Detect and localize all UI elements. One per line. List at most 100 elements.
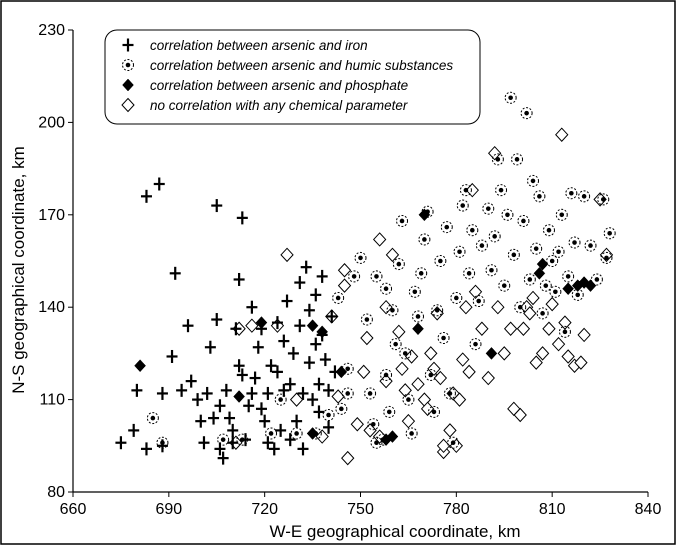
no-correlation-point bbox=[459, 299, 473, 315]
humic-correlation-point bbox=[600, 251, 613, 264]
x-axis-label: W-E geographical coordinate, km bbox=[269, 522, 520, 541]
iron-correlation-point bbox=[224, 411, 236, 425]
humic-correlation-point bbox=[549, 285, 562, 298]
iron-correlation-point bbox=[268, 442, 280, 456]
humic-correlation-point bbox=[380, 282, 393, 295]
humic-correlation-point bbox=[558, 325, 571, 338]
iron-correlation-point bbox=[291, 414, 303, 428]
humic-correlation-point bbox=[392, 258, 405, 271]
iron-correlation-point bbox=[303, 356, 315, 370]
humic-correlation-point bbox=[475, 239, 488, 252]
humic-correlation-point bbox=[507, 248, 520, 261]
humic-correlation-point bbox=[265, 427, 278, 440]
iron-correlation-point bbox=[201, 386, 213, 400]
iron-correlation-point bbox=[249, 371, 261, 385]
iron-correlation-point bbox=[128, 423, 140, 437]
iron-correlation-point bbox=[214, 442, 226, 456]
humic-correlation-point bbox=[364, 387, 377, 400]
no-correlation-point bbox=[372, 232, 387, 247]
phosphate-correlation-point bbox=[412, 322, 424, 336]
humic-correlation-point bbox=[383, 405, 396, 418]
phosphate-correlation-point bbox=[485, 347, 498, 360]
humic-correlation-point bbox=[603, 227, 616, 240]
humic-correlation-point bbox=[370, 436, 383, 449]
humic-correlation-point bbox=[498, 279, 511, 292]
humic-correlation-point bbox=[466, 224, 479, 237]
humic-correlation-point bbox=[463, 267, 476, 280]
humic-correlation-point bbox=[514, 301, 527, 314]
humic-correlation-point bbox=[217, 433, 230, 446]
iron-correlation-point bbox=[156, 439, 168, 453]
humic-correlation-point bbox=[348, 270, 361, 283]
x-tick-label: 810 bbox=[539, 501, 566, 518]
iron-correlation-point bbox=[262, 386, 274, 400]
phosphate-correlation-point bbox=[536, 257, 549, 271]
iron-correlation-point bbox=[131, 383, 143, 397]
y-axis-label: N-S geographical coordinate, km bbox=[9, 146, 28, 394]
phosphate-correlation-point bbox=[134, 359, 146, 373]
humic-correlation-point bbox=[539, 279, 552, 292]
no-correlation-point bbox=[574, 355, 588, 370]
no-correlation-point bbox=[491, 299, 505, 315]
humic-correlation-point bbox=[597, 193, 610, 206]
no-correlation-point bbox=[503, 321, 518, 336]
x-tick-label: 840 bbox=[635, 501, 662, 518]
humic-correlation-point bbox=[565, 187, 578, 200]
humic-correlation-point bbox=[427, 405, 440, 418]
iron-correlation-point bbox=[208, 411, 220, 425]
humic-correlation-point bbox=[482, 202, 495, 215]
iron-correlation-point bbox=[185, 374, 197, 388]
no-correlation-point bbox=[360, 330, 374, 346]
y-tick-label: 110 bbox=[39, 392, 65, 409]
no-correlation-point bbox=[341, 450, 355, 466]
x-tick-label: 780 bbox=[443, 501, 470, 518]
iron-correlation-point bbox=[265, 359, 277, 373]
iron-correlation-point bbox=[217, 451, 229, 465]
no-correlation-point bbox=[551, 336, 566, 352]
iron-correlation-point bbox=[115, 436, 127, 450]
humic-correlation-point bbox=[434, 255, 447, 267]
legend-box bbox=[104, 29, 481, 125]
no-correlation-point bbox=[363, 423, 377, 438]
no-correlation-point bbox=[475, 321, 489, 336]
iron-correlation-point bbox=[284, 377, 296, 391]
humic-correlation-point bbox=[527, 174, 539, 187]
humic-correlation-point bbox=[412, 310, 424, 323]
no-correlation-point bbox=[411, 376, 425, 392]
humic-correlation-point bbox=[450, 291, 463, 304]
iron-correlation-point bbox=[278, 383, 290, 397]
humic-correlation-point bbox=[396, 214, 409, 227]
axes: 660 690 720 750 780 810 840 80 110 140 170 200 230 bbox=[38, 22, 661, 518]
iron-correlation-point bbox=[246, 300, 258, 314]
humic-correlation-point bbox=[341, 362, 354, 375]
iron-correlation-point bbox=[310, 337, 322, 351]
y-tick-label: 170 bbox=[38, 207, 65, 224]
humic-correlation-point bbox=[322, 409, 335, 421]
humic-correlation-point bbox=[536, 307, 549, 320]
iron-correlation-point bbox=[204, 340, 216, 354]
humic-correlation-point bbox=[332, 291, 345, 304]
iron-correlation-point bbox=[275, 423, 287, 437]
data-marks bbox=[115, 91, 616, 466]
humic-correlation-point bbox=[530, 242, 543, 255]
humic-correlation-point bbox=[504, 91, 517, 104]
iron-correlation-point bbox=[297, 386, 309, 400]
no-correlation-point bbox=[465, 182, 479, 198]
no-correlation-point bbox=[558, 315, 572, 330]
no-correlation-point bbox=[456, 352, 470, 367]
legend-entry-label: correlation between arsenic and humic su… bbox=[150, 58, 453, 73]
humic-correlation-point bbox=[389, 338, 402, 351]
iron-correlation-point bbox=[198, 436, 210, 450]
y-tick-label: 200 bbox=[38, 114, 65, 131]
phosphate-correlation-point bbox=[418, 208, 431, 222]
humic-correlation-point bbox=[578, 190, 591, 203]
humic-correlation-point bbox=[488, 230, 501, 243]
humic-correlation-point bbox=[354, 251, 367, 264]
iron-correlation-point bbox=[192, 393, 204, 407]
no-correlation-point bbox=[462, 364, 476, 380]
phosphate-correlation-point bbox=[533, 266, 546, 280]
iron-correlation-point bbox=[220, 383, 232, 397]
iron-correlation-point bbox=[182, 319, 194, 333]
no-correlation-point bbox=[561, 349, 575, 364]
